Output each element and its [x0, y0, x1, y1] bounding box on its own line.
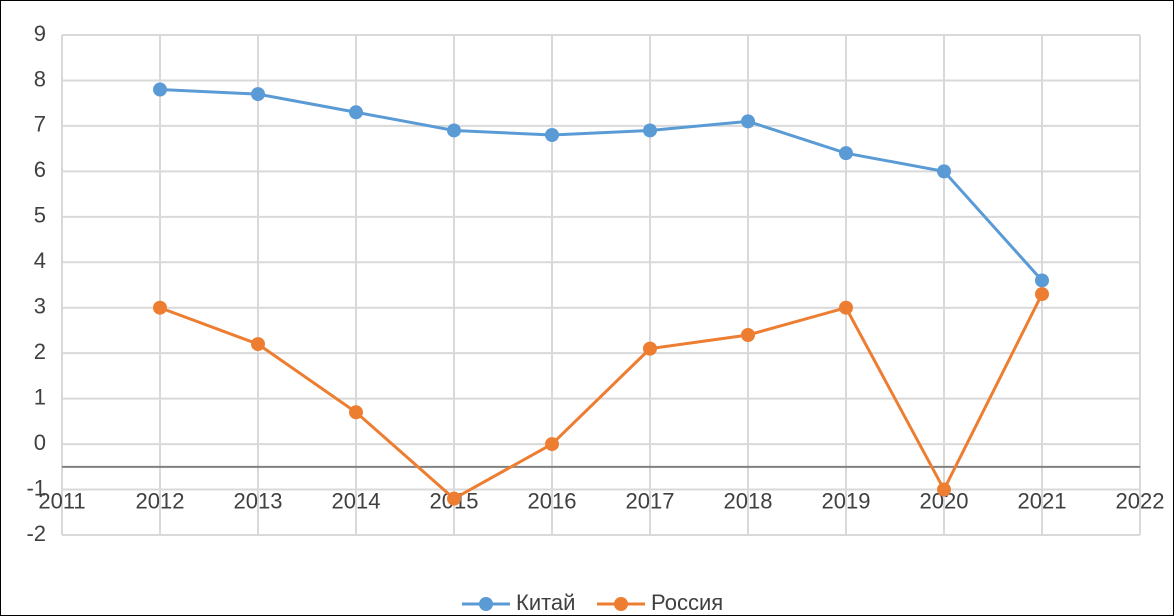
x-tick-label: 2016	[528, 489, 577, 514]
data-point	[1035, 273, 1049, 288]
y-tick-label: 3	[34, 294, 46, 319]
data-point	[349, 105, 363, 120]
y-tick-label: 2	[34, 339, 46, 364]
x-tick-label: 2014	[332, 489, 381, 514]
series-line	[159, 88, 1044, 282]
y-tick-label: 6	[34, 157, 46, 182]
y-tick-label: 5	[34, 203, 46, 228]
legend-label: Россия	[651, 590, 723, 615]
x-tick-label: 2013	[234, 489, 283, 514]
legend-label: Китай	[516, 590, 575, 615]
data-point	[349, 405, 363, 420]
x-tick-label: 2011	[38, 489, 85, 514]
y-tick-label: 1	[34, 384, 46, 409]
data-point	[741, 114, 755, 129]
data-point	[643, 341, 657, 356]
y-tick-label: -2	[26, 521, 46, 546]
series-line	[159, 293, 1044, 501]
x-tick-label: 2018	[724, 489, 773, 514]
data-point	[643, 123, 657, 138]
x-tick-label: 2017	[626, 489, 675, 514]
data-point	[839, 300, 853, 315]
x-tick-label: 2012	[136, 489, 185, 514]
data-point	[545, 437, 559, 452]
data-point	[153, 300, 167, 315]
data-point	[937, 482, 951, 497]
data-point	[447, 491, 461, 506]
y-tick-label: 0	[34, 430, 46, 455]
y-tick-label: 8	[34, 66, 46, 91]
y-tick-label: 9	[34, 21, 46, 46]
x-tick-label: 2022	[1116, 489, 1165, 514]
data-point	[839, 146, 853, 161]
data-point	[447, 123, 461, 138]
data-point	[1035, 287, 1049, 302]
data-point	[153, 82, 167, 97]
data-point	[937, 164, 951, 179]
x-tick-label: 2021	[1018, 489, 1067, 514]
data-point	[741, 328, 755, 342]
y-tick-label: 4	[34, 248, 46, 273]
data-point	[545, 128, 559, 142]
y-tick-label: -1	[26, 475, 46, 500]
data-point	[251, 337, 265, 352]
x-tick-label: 2019	[822, 489, 871, 514]
y-tick-label: 7	[34, 112, 46, 137]
data-point	[251, 87, 265, 102]
legend-marker	[479, 597, 493, 611]
legend-marker	[614, 597, 628, 611]
